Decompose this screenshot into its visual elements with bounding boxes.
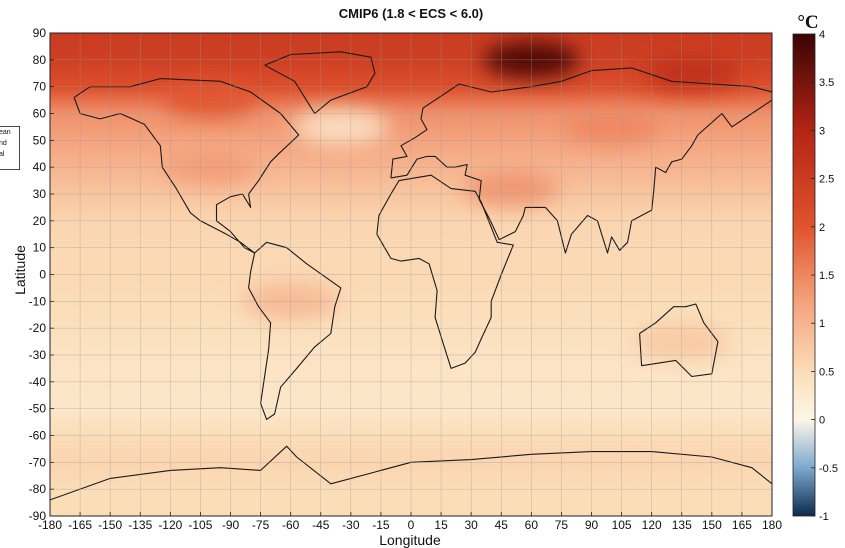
- y-tick-label: 60: [33, 107, 47, 121]
- x-tick-label: -30: [342, 518, 360, 532]
- colorbar-tick-label: 4: [819, 29, 825, 41]
- x-tick-label: -150: [98, 518, 122, 532]
- x-tick-label: 150: [702, 518, 722, 532]
- y-tick-label: -20: [29, 321, 47, 335]
- map-title: CMIP6 (1.8 < ECS < 6.0): [338, 6, 484, 21]
- colorbar-tick-label: 3.5: [819, 77, 834, 89]
- colorbar-tick-label: 1.5: [819, 270, 834, 282]
- x-tick-label: 135: [672, 518, 692, 532]
- x-tick-label: 15: [434, 518, 448, 532]
- x-axis-label: Longitude: [379, 532, 441, 548]
- legend-line: nd: [0, 140, 7, 147]
- x-tick-label: 45: [495, 518, 509, 532]
- x-tick-label: 165: [732, 518, 752, 532]
- y-tick-label: 80: [33, 53, 47, 67]
- x-tick-label: -105: [188, 518, 212, 532]
- colorbar-tick-label: 0.5: [819, 366, 834, 378]
- x-tick-label: -75: [252, 518, 270, 532]
- x-tick-label: -90: [222, 518, 240, 532]
- y-tick-label: -80: [29, 482, 47, 496]
- x-tick-label: 120: [642, 518, 662, 532]
- y-tick-label: 30: [33, 187, 47, 201]
- colorbar-tick-label: 0: [819, 415, 825, 427]
- y-tick-label: -70: [29, 455, 47, 469]
- x-tick-label: -180: [38, 518, 62, 532]
- x-tick-label: 75: [555, 518, 569, 532]
- legend-line: al: [0, 151, 5, 158]
- x-tick-label: -45: [312, 518, 330, 532]
- y-tick-label: -30: [29, 348, 47, 362]
- colorbar-tick-label: 1: [819, 318, 825, 330]
- x-tick-label: 180: [762, 518, 782, 532]
- y-tick-label: 40: [33, 160, 47, 174]
- x-tick-label: -135: [128, 518, 152, 532]
- x-tick-label: -60: [282, 518, 300, 532]
- x-tick-label: -120: [158, 518, 182, 532]
- north-atlantic-cool-spot: [292, 108, 389, 145]
- x-tick-label: 0: [408, 518, 415, 532]
- y-tick-label: 50: [33, 133, 47, 147]
- canada-warm: [162, 82, 259, 119]
- colorbar-tick-label: 3: [819, 125, 825, 137]
- y-tick-label: -90: [29, 509, 47, 523]
- y-tick-label: 10: [33, 241, 47, 255]
- y-tick-label: -50: [29, 402, 47, 416]
- y-tick-label: 90: [33, 26, 47, 40]
- legend-line: ean: [0, 129, 11, 136]
- x-tick-label: -15: [372, 518, 390, 532]
- x-tick-label: 90: [585, 518, 599, 532]
- colorbar-tick-label: -0.5: [819, 463, 838, 475]
- x-tick-label: -165: [68, 518, 92, 532]
- colorbar-unit: °C: [797, 12, 819, 33]
- eurasia-outline: [390, 67, 772, 254]
- y-tick-label: -60: [29, 429, 47, 443]
- y-tick-label: -10: [29, 294, 47, 308]
- colorbar-tick-label: 2.5: [819, 174, 834, 186]
- northern-asia-warm: [563, 108, 660, 145]
- colorbar-tick-label: 2: [819, 222, 825, 234]
- north-america-outline: [73, 78, 300, 254]
- x-tick-label: 105: [612, 518, 632, 532]
- y-tick-label: 0: [39, 268, 46, 282]
- y-tick-label: -40: [29, 375, 47, 389]
- legend-box: ean nd al: [0, 126, 20, 170]
- x-tick-label: 60: [525, 518, 539, 532]
- east-siberia-warm: [643, 55, 740, 92]
- colorbar-tick-label: -1: [819, 511, 829, 523]
- middle-east-warm: [463, 170, 560, 207]
- africa-outline: [376, 174, 514, 369]
- y-tick-label: 20: [33, 214, 47, 228]
- y-tick-label: 70: [33, 80, 47, 94]
- antarctica-outline: [50, 445, 772, 501]
- x-tick-label: 30: [464, 518, 478, 532]
- australia-outline: [639, 303, 719, 378]
